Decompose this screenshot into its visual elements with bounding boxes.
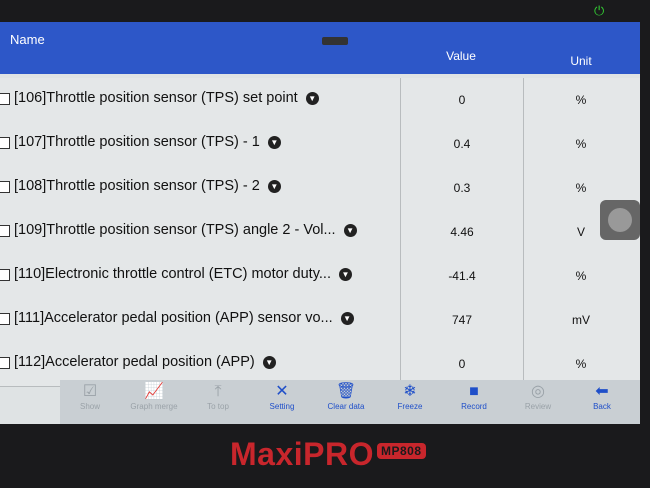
clear-data-button[interactable]: 🗑 Clear data [316, 382, 376, 411]
row-value: 0 [400, 342, 524, 386]
row-value: 0.3 [400, 166, 524, 210]
graph-merge-button[interactable]: 📈 Graph merge [124, 382, 184, 411]
button-label: Record [461, 402, 487, 411]
floating-button[interactable] [600, 200, 640, 240]
row-unit: % [575, 93, 587, 107]
header-name: Name [10, 32, 45, 47]
graph-icon: 📈 [144, 383, 164, 400]
toolbar: ☑ Show 📈 Graph merge ⤒ To top ✕ Setting 🗑 Clear d… [60, 380, 640, 424]
show-button[interactable]: ☑ Show [60, 382, 120, 411]
row-label: [106]Throttle position sensor (TPS) set … [14, 90, 319, 106]
row-checkbox[interactable] [0, 269, 10, 281]
row-label: [110]Electronic throttle control (ETC) m… [14, 266, 352, 282]
play-icon: ◎ [531, 383, 545, 400]
chevron-down-icon[interactable]: ▼ [267, 136, 281, 149]
row-checkbox[interactable] [0, 225, 10, 237]
button-label: Show [79, 402, 100, 411]
button-label: Freeze [397, 402, 423, 411]
back-arrow-icon: ⬅ [595, 383, 609, 400]
setting-button[interactable]: ✕ Setting [252, 382, 312, 411]
record-button[interactable]: ■ Record [444, 382, 504, 411]
button-label: Back [593, 402, 611, 411]
row-unit: V [576, 225, 585, 239]
brand-logo: MaxiPRO MP808 [230, 436, 426, 473]
row-checkbox[interactable] [0, 181, 10, 193]
chevron-down-icon[interactable]: ▼ [338, 268, 352, 281]
chevron-down-icon[interactable]: ▼ [340, 312, 354, 325]
chevron-down-icon[interactable]: ▼ [343, 224, 357, 237]
back-button[interactable]: ⬅ Back [572, 382, 632, 411]
row-unit: mV [572, 313, 590, 327]
arrow-up-icon: ⤒ [214, 383, 222, 400]
row-unit: % [575, 137, 587, 151]
chevron-down-icon[interactable]: ▼ [267, 180, 281, 193]
table-row[interactable]: [112]Accelerator pedal position (APP) ▼ 0… [0, 342, 640, 387]
header-unit: Unit [570, 54, 592, 68]
row-label: [108]Throttle position sensor (TPS) - 2 ▼ [14, 178, 281, 194]
table-row[interactable]: [106]Throttle position sensor (TPS) set … [0, 78, 640, 123]
row-label: [111]Accelerator pedal position (APP) se… [14, 310, 354, 326]
row-checkbox[interactable] [0, 93, 10, 105]
table-row[interactable]: [109]Throttle position sensor (TPS) angl… [0, 210, 640, 255]
row-label: [107]Throttle position sensor (TPS) - 1 ▼ [14, 134, 281, 150]
screen: Name Value Unit [106]Throttle position s… [0, 22, 640, 424]
checkbox-icon: ☑ [82, 383, 98, 400]
button-label: Clear data [327, 402, 365, 411]
row-value: -41.4 [400, 254, 524, 298]
header-value: Value [446, 49, 476, 63]
row-value: 0.4 [400, 122, 524, 166]
table-row[interactable]: [107]Throttle position sensor (TPS) - 1 ▼… [0, 122, 640, 167]
row-label: [112]Accelerator pedal position (APP) ▼ [14, 354, 276, 370]
row-checkbox[interactable] [0, 357, 10, 369]
to-top-button[interactable]: ⤒ To top [188, 382, 248, 411]
row-label: [109]Throttle position sensor (TPS) angl… [14, 222, 357, 238]
table-row[interactable]: [111]Accelerator pedal position (APP) se… [0, 298, 640, 343]
row-unit: % [575, 269, 587, 283]
button-label: Graph merge [130, 402, 178, 411]
camera-icon: ■ [469, 383, 479, 400]
button-label: To top [207, 402, 229, 411]
freeze-button[interactable]: ❄ Freeze [380, 382, 440, 411]
trash-icon: 🗑 [335, 383, 357, 400]
chevron-down-icon[interactable]: ▼ [305, 92, 319, 105]
row-unit: % [575, 357, 587, 371]
snowflake-icon: ❄ [403, 383, 417, 400]
wrench-icon: ✕ [275, 383, 289, 400]
row-unit: % [575, 181, 587, 195]
row-checkbox[interactable] [0, 137, 10, 149]
power-icon: ⏻ [594, 3, 605, 18]
review-button[interactable]: ◎ Review [508, 382, 568, 411]
table-row[interactable]: [110]Electronic throttle control (ETC) m… [0, 254, 640, 299]
button-label: Review [524, 402, 552, 411]
row-value: 4.46 [400, 210, 524, 254]
row-value: 747 [400, 298, 524, 342]
drag-handle[interactable] [322, 37, 348, 45]
chevron-down-icon[interactable]: ▼ [262, 356, 276, 369]
row-value: 0 [400, 78, 524, 122]
table-header: Name Value Unit [0, 22, 640, 74]
table-row[interactable]: [108]Throttle position sensor (TPS) - 2 ▼… [0, 166, 640, 211]
button-label: Setting [269, 402, 295, 411]
row-checkbox[interactable] [0, 313, 10, 325]
